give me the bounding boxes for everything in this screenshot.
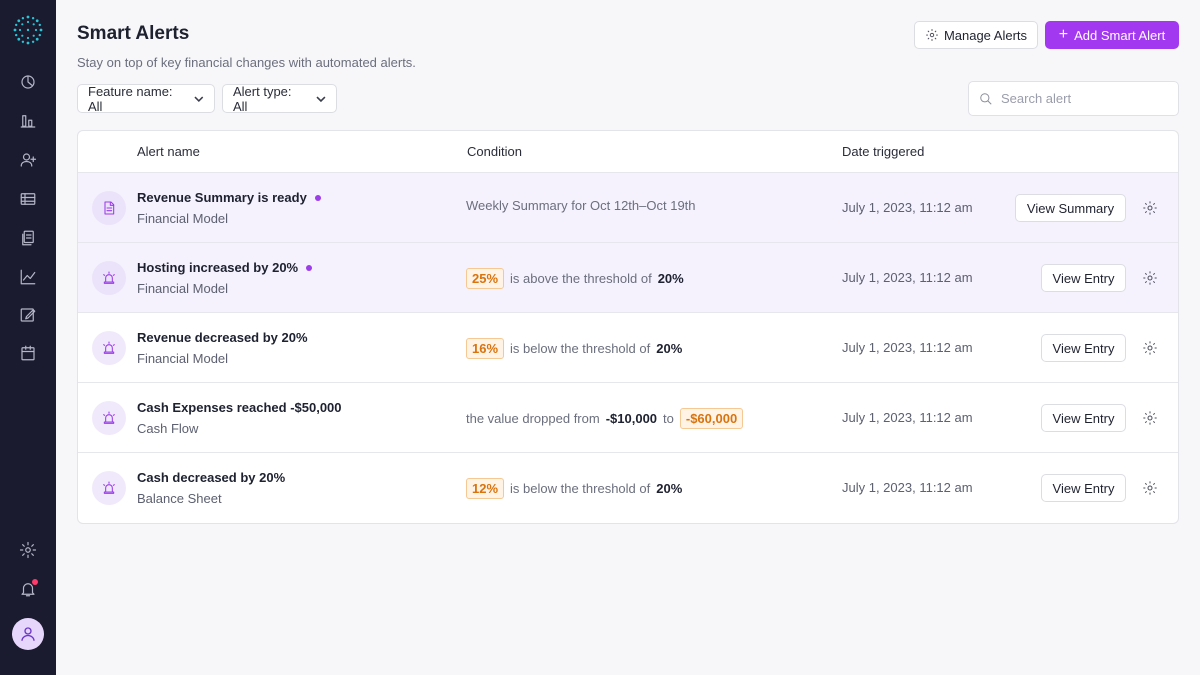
alarm-icon xyxy=(92,471,126,505)
main-content: Smart Alerts Stay on top of key financia… xyxy=(56,0,1200,675)
threshold-value: 20% xyxy=(656,341,683,356)
view-entry-button[interactable]: View Entry xyxy=(1041,264,1126,292)
add-smart-alert-label: Add Smart Alert xyxy=(1074,27,1166,43)
chevron-down-icon xyxy=(316,95,326,102)
gear-icon[interactable] xyxy=(1142,340,1158,356)
bar-chart-icon[interactable] xyxy=(16,109,40,133)
alert-title: Revenue Summary is ready xyxy=(137,190,307,205)
threshold-value: 20% xyxy=(657,271,684,286)
alert-condition: 16% is below the threshold of 20% xyxy=(466,338,682,359)
date-triggered: July 1, 2023, 11:12 am xyxy=(842,410,973,425)
alert-feature: Cash Flow xyxy=(137,421,199,436)
alert-title: Cash Expenses reached -$50,000 xyxy=(137,400,342,415)
plus-icon: + xyxy=(1058,26,1069,43)
date-triggered: July 1, 2023, 11:12 am xyxy=(842,480,973,495)
alert-feature: Financial Model xyxy=(137,351,229,366)
feature-name-filter[interactable]: Feature name: All xyxy=(77,83,215,114)
logo-icon[interactable] xyxy=(12,14,44,46)
line-chart-icon[interactable] xyxy=(16,265,40,289)
sidebar xyxy=(0,0,56,675)
alert-feature: Balance Sheet xyxy=(137,491,222,506)
column-alert-name: Alert name xyxy=(137,144,200,159)
condition-text: Weekly Summary for Oct 12th–Oct 19th xyxy=(466,198,696,213)
table-header: Alert name Condition Date triggered xyxy=(78,131,1178,173)
gear-icon xyxy=(926,29,938,41)
date-triggered: July 1, 2023, 11:12 am xyxy=(842,270,973,285)
alert-condition: 12% is below the threshold of 20% xyxy=(466,478,682,499)
view-summary-button[interactable]: View Summary xyxy=(1015,194,1126,222)
condition-text: the value dropped from xyxy=(466,411,600,426)
column-condition: Condition xyxy=(467,144,522,159)
alarm-icon xyxy=(92,331,126,365)
user-icon xyxy=(21,627,35,641)
dashboard-icon[interactable] xyxy=(16,70,40,94)
documents-icon[interactable] xyxy=(16,226,40,250)
search-box xyxy=(968,81,1179,116)
value-badge: 12% xyxy=(466,478,505,499)
alarm-icon xyxy=(92,261,126,295)
gear-icon[interactable] xyxy=(1142,410,1158,426)
alert-title: Hosting increased by 20% xyxy=(137,260,299,275)
alerts-table: Alert name Condition Date triggered Reve… xyxy=(77,130,1179,524)
avatar[interactable] xyxy=(12,618,44,650)
gear-icon[interactable] xyxy=(1142,480,1158,496)
condition-text: is below the threshold of xyxy=(510,481,651,496)
alert-condition: the value dropped from -$10,000 to -$60,… xyxy=(466,408,744,429)
calendar-icon[interactable] xyxy=(16,341,40,365)
alert-feature: Financial Model xyxy=(137,281,229,296)
notification-dot xyxy=(32,579,38,585)
gear-icon[interactable] xyxy=(1142,270,1158,286)
unread-dot xyxy=(306,264,313,271)
table-row[interactable]: Revenue decreased by 20% Financial Model… xyxy=(78,313,1178,383)
view-entry-button[interactable]: View Entry xyxy=(1041,474,1126,502)
alert-feature: Financial Model xyxy=(137,211,229,226)
alarm-icon xyxy=(92,401,126,435)
page-subtitle: Stay on top of key financial changes wit… xyxy=(77,55,416,70)
value-badge: -$60,000 xyxy=(679,408,744,429)
list-card-icon[interactable] xyxy=(16,187,40,211)
add-smart-alert-button[interactable]: + Add Smart Alert xyxy=(1045,21,1179,49)
search-icon xyxy=(980,92,992,105)
table-row[interactable]: Cash decreased by 20% Balance Sheet 12% … xyxy=(78,453,1178,523)
gear-icon[interactable] xyxy=(16,538,40,562)
column-date-triggered: Date triggered xyxy=(842,144,925,159)
chevron-down-icon xyxy=(194,96,204,102)
add-user-icon[interactable] xyxy=(16,148,40,172)
alert-title: Revenue decreased by 20% xyxy=(137,330,308,345)
alert-type-filter[interactable]: Alert type: All xyxy=(222,83,337,114)
condition-text: is above the threshold of xyxy=(510,271,652,286)
alert-title: Cash decreased by 20% xyxy=(137,470,286,485)
date-triggered: July 1, 2023, 11:12 am xyxy=(842,200,973,215)
document-icon xyxy=(92,191,126,225)
alert-type-filter-label: Alert type: All xyxy=(233,83,292,114)
manage-alerts-label: Manage Alerts xyxy=(943,27,1028,43)
date-triggered: July 1, 2023, 11:12 am xyxy=(842,340,973,355)
manage-alerts-button[interactable]: Manage Alerts xyxy=(914,21,1038,49)
value-badge: 25% xyxy=(466,268,505,289)
to-word: to xyxy=(663,411,674,426)
table-row[interactable]: Hosting increased by 20% Financial Model… xyxy=(78,243,1178,313)
unread-dot xyxy=(314,194,321,201)
edit-icon[interactable] xyxy=(16,303,40,327)
page-title: Smart Alerts xyxy=(77,23,190,44)
threshold-value: 20% xyxy=(656,481,683,496)
view-entry-button[interactable]: View Entry xyxy=(1041,404,1126,432)
table-row[interactable]: Cash Expenses reached -$50,000 Cash Flow… xyxy=(78,383,1178,453)
alert-condition: 25% is above the threshold of 20% xyxy=(466,268,684,289)
table-row[interactable]: Revenue Summary is ready Financial Model… xyxy=(78,173,1178,243)
bell-icon[interactable] xyxy=(16,577,40,601)
alert-condition: Weekly Summary for Oct 12th–Oct 19th xyxy=(466,198,696,213)
view-entry-button[interactable]: View Entry xyxy=(1041,334,1126,362)
gear-icon[interactable] xyxy=(1142,200,1158,216)
search-input[interactable] xyxy=(1001,91,1161,106)
value-badge: 16% xyxy=(466,338,505,359)
from-value: -$10,000 xyxy=(605,411,658,426)
feature-name-filter-label: Feature name: All xyxy=(88,83,173,114)
condition-text: is below the threshold of xyxy=(510,341,651,356)
